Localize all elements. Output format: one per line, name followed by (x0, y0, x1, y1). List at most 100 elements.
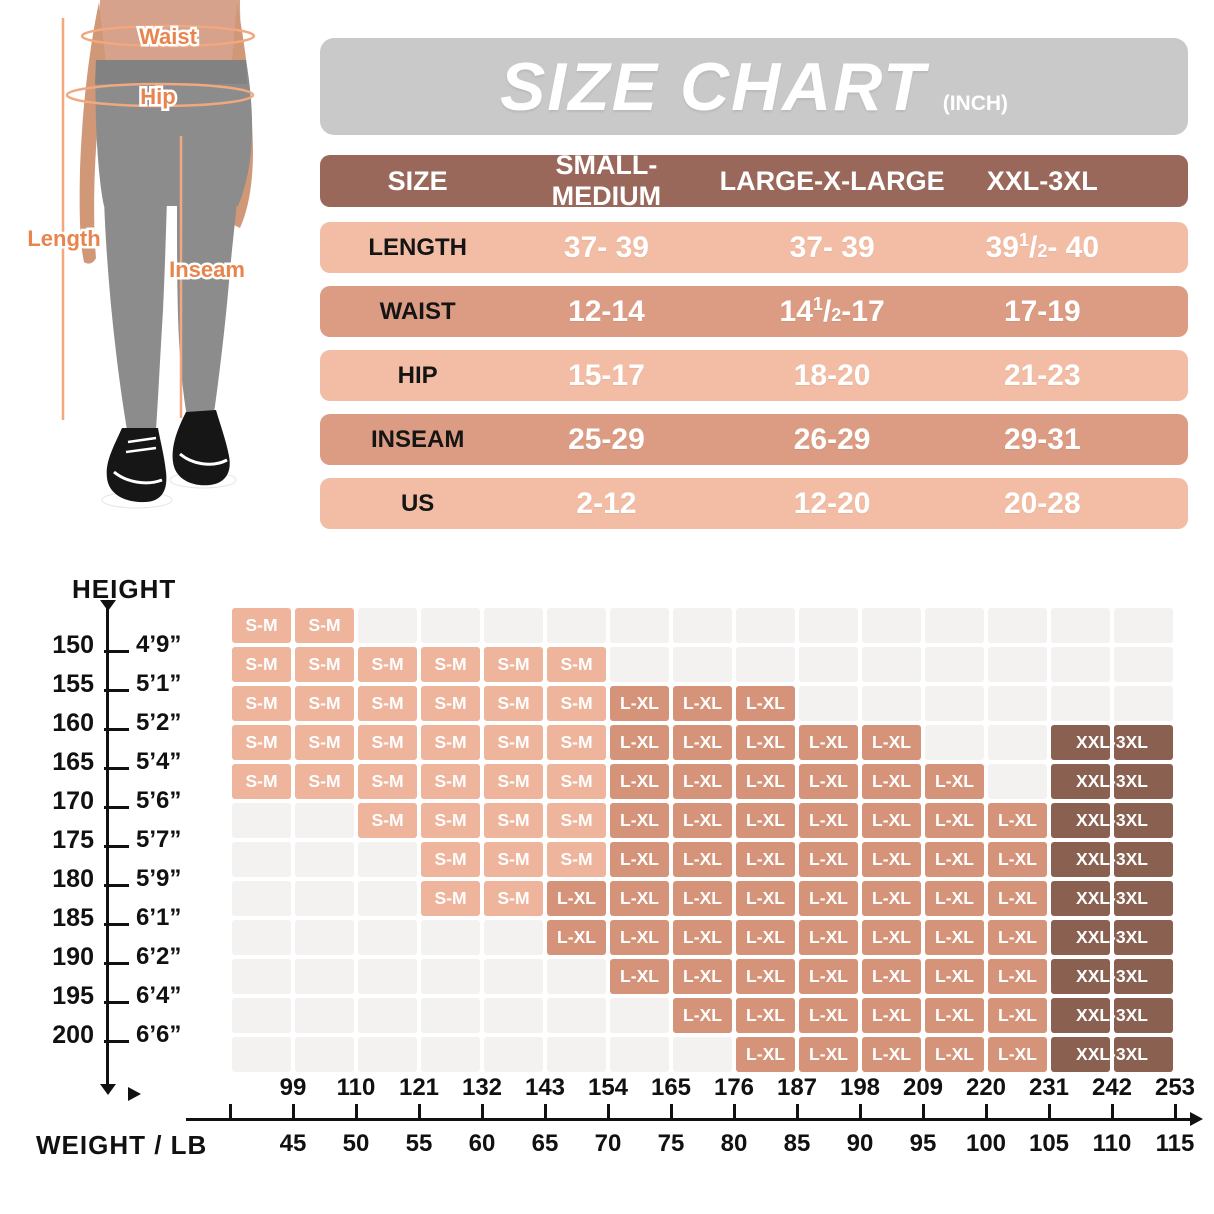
grid-cell-empty (673, 608, 732, 643)
grid-cell-empty (925, 686, 984, 721)
grid-cell-xxl-3xl-label: XXL-3XL (1076, 849, 1148, 869)
grid-cell-xxl-3xl-label: XXL-3XL (1076, 1005, 1148, 1025)
grid-cell-empty (232, 842, 291, 877)
grid-cell-l-xl: L-XL (862, 881, 921, 916)
grid-cell-l-xl: L-XL (736, 998, 795, 1033)
grid-cell-empty (295, 881, 354, 916)
size-table-row: LENGTH 37- 39 37- 39 391/2- 40 (320, 222, 1188, 273)
grid-cell-l-xl: L-XL (673, 842, 732, 877)
height-cm-value: 155 (52, 670, 94, 698)
height-axis-label: 165 5’4” (28, 748, 238, 776)
grid-cell-empty (232, 920, 291, 955)
grid-cell-l-xl: L-XL (862, 920, 921, 955)
leggings-right-leg (177, 200, 237, 416)
left-shoe-swoosh (113, 470, 163, 485)
right-shoe-swoosh (179, 452, 228, 466)
height-axis-label: 150 4’9” (28, 631, 238, 659)
grid-cell-empty (988, 764, 1047, 799)
size-table-value: 18-20 (793, 358, 871, 392)
height-axis-label: 155 5’1” (28, 670, 238, 698)
height-tick (104, 728, 129, 731)
height-axis-label: 170 5’6” (28, 787, 238, 815)
grid-cell-empty (358, 920, 417, 955)
grid-cell-empty (1114, 647, 1173, 682)
grid-cell-s-m: S-M (421, 647, 480, 682)
grid-cell-l-xl: L-XL (988, 1037, 1047, 1072)
weight-kg-value: 90 (846, 1130, 874, 1157)
size-table-value: 21-23 (1003, 358, 1081, 392)
grid-cell-s-m: S-M (232, 608, 291, 643)
weight-tick (291, 1104, 295, 1118)
grid-cell-l-xl: L-XL (547, 881, 606, 916)
height-axis-arrow-top (100, 600, 116, 611)
weight-tick (795, 1104, 799, 1118)
header-small-medium: SMALL-MEDIUM (551, 150, 662, 211)
inseam-label: Inseam (169, 257, 245, 282)
weight-tick (1110, 1104, 1114, 1118)
height-ftin-value: 6’2” (136, 943, 182, 970)
height-tick (104, 1040, 129, 1043)
weight-lb-value: 121 (398, 1074, 440, 1101)
grid-cell-l-xl: L-XL (862, 803, 921, 838)
grid-cell-xxl-3xl-right (1114, 1037, 1173, 1072)
waist-measure-ellipse (80, 24, 256, 48)
size-table-value: 2-12 (576, 486, 637, 520)
grid-cell-l-xl: L-XL (547, 920, 606, 955)
grid-cell-xxl-3xl-left (1051, 803, 1110, 838)
weight-lb-value: 198 (839, 1074, 881, 1101)
grid-cell-empty (421, 920, 480, 955)
grid-cell-s-m: S-M (484, 842, 543, 877)
weight-lb-value: 209 (902, 1074, 944, 1101)
weight-tick (732, 1104, 736, 1118)
grid-cell-s-m: S-M (358, 686, 417, 721)
size-chart-unit: (INCH) (942, 91, 1009, 115)
grid-cell-xxl-3xl-label: XXL-3XL (1076, 771, 1148, 791)
height-axis-label: 190 6’2” (28, 943, 238, 971)
grid-cell-l-xl: L-XL (673, 998, 732, 1033)
grid-cell-xxl-3xl: XXL-3XL (1051, 1037, 1173, 1072)
size-table-value: 37- 39 (789, 230, 875, 264)
leggings-left-leg (104, 200, 167, 430)
grid-cell-empty (736, 647, 795, 682)
size-recommendation-grid: S-M S-M S-M S-M S-M S-M S-M S-M S-M S-M S-M S-M S-M S… (232, 608, 1173, 1072)
grid-cell-empty (1051, 686, 1110, 721)
grid-cell-s-m: S-M (421, 803, 480, 838)
weight-tick (669, 1104, 673, 1118)
weight-kg-value: 85 (783, 1130, 811, 1157)
grid-cell-l-xl: L-XL (799, 842, 858, 877)
height-cm-value: 185 (52, 904, 94, 932)
grid-cell-s-m: S-M (547, 842, 606, 877)
grid-cell-s-m: S-M (421, 842, 480, 877)
grid-cell-l-xl: L-XL (862, 959, 921, 994)
height-ftin-value: 5’6” (136, 787, 182, 814)
grid-cell-xxl-3xl-left (1051, 1037, 1110, 1072)
grid-cell-xxl-3xl-right (1114, 842, 1173, 877)
weight-tick (417, 1104, 421, 1118)
grid-cell-empty (799, 686, 858, 721)
height-tick (104, 845, 129, 848)
grid-cell-l-xl: L-XL (988, 959, 1047, 994)
grid-cell-xxl-3xl-label: XXL-3XL (1076, 732, 1148, 752)
weight-kg-value: 80 (720, 1130, 748, 1157)
height-ftin-value: 5’4” (136, 748, 182, 775)
grid-cell-xxl-3xl-right (1114, 881, 1173, 916)
grid-cell-xxl-3xl-left (1051, 842, 1110, 877)
grid-cell-xxl-3xl: XXL-3XL (1051, 764, 1173, 799)
grid-cell-l-xl: L-XL (736, 725, 795, 760)
grid-cell-xxl-3xl-right (1114, 803, 1173, 838)
height-cm-value: 180 (52, 865, 94, 893)
left-sneaker (106, 428, 167, 503)
grid-cell-empty (988, 608, 1047, 643)
grid-cell-empty (358, 842, 417, 877)
grid-cell-s-m: S-M (358, 647, 417, 682)
height-axis-label: 180 5’9” (28, 865, 238, 893)
height-axis-title: HEIGHT (72, 574, 177, 604)
grid-cell-empty (925, 725, 984, 760)
weight-lb-value: 165 (650, 1074, 692, 1101)
grid-cell-l-xl: L-XL (736, 959, 795, 994)
height-ftin-value: 5’9” (136, 865, 182, 892)
weight-kg-value: 110 (1092, 1130, 1132, 1157)
size-table-value: 15-17 (568, 358, 645, 392)
grid-cell-l-xl: L-XL (673, 881, 732, 916)
hip-label: Hip (140, 84, 175, 109)
